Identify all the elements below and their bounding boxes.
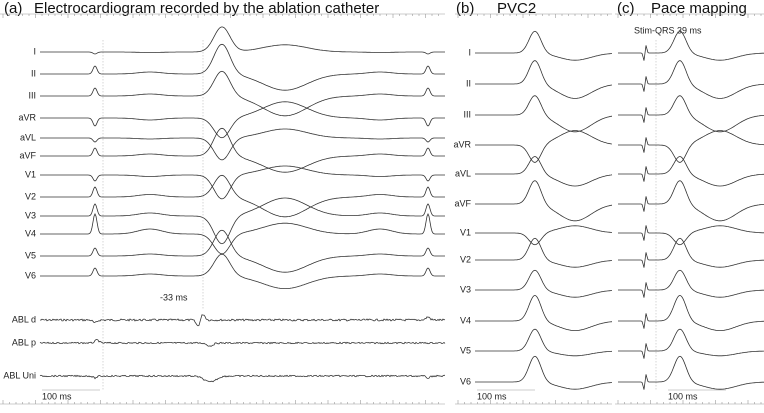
lead-label: ABL Uni: [3, 370, 36, 380]
trace: [618, 180, 764, 222]
panel-letter: (c): [617, 0, 635, 17]
trace: [40, 212, 445, 255]
lead-label: II: [31, 68, 36, 78]
lead-label: V2: [25, 191, 36, 201]
trace: [40, 70, 445, 117]
lead-label: III: [463, 109, 471, 119]
ruler: [615, 13, 764, 405]
lead-label: V4: [460, 315, 471, 325]
lead-label: V5: [25, 250, 36, 260]
trace: [40, 229, 445, 273]
trace: [618, 237, 764, 268]
trace: [475, 294, 613, 331]
trace: [618, 130, 764, 163]
panel-title: Pace mapping: [651, 0, 747, 17]
trace: [40, 26, 445, 55]
trace: [618, 30, 764, 61]
lead-label: V2: [460, 254, 471, 264]
panel-title: PVC2: [497, 0, 536, 17]
trace: [475, 60, 613, 99]
panel-letter: (a): [4, 0, 22, 17]
lead-label: aVR: [18, 112, 36, 122]
trace: [618, 95, 764, 133]
ruler: [455, 13, 612, 405]
trace: [40, 128, 445, 161]
panel-title: Electrocardiogram recorded by the ablati…: [34, 0, 379, 17]
lead-label: I: [33, 46, 36, 56]
ruler: [0, 13, 445, 405]
scale-label: 100 ms: [477, 391, 507, 401]
trace: [618, 355, 764, 390]
trace: [39, 314, 446, 327]
trace: [618, 269, 764, 298]
trace: [475, 237, 613, 268]
lead-label: V4: [25, 228, 36, 238]
trace: [40, 253, 445, 289]
trace: [618, 60, 764, 99]
annotation: Stim-QRS 39 ms: [634, 25, 702, 35]
lead-label: aVF: [19, 150, 36, 160]
lead-label: III: [28, 90, 36, 100]
trace: [475, 130, 613, 163]
lead-label: V1: [460, 227, 471, 237]
lead-label: V3: [25, 210, 36, 220]
lead-label: aVL: [20, 132, 36, 142]
trace: [475, 355, 613, 390]
trace: [40, 165, 445, 200]
trace: [475, 30, 613, 61]
scale-label: 100 ms: [668, 391, 698, 401]
lead-label: aVR: [453, 139, 471, 149]
trace: [39, 374, 445, 383]
trace: [475, 225, 613, 246]
trace: [40, 127, 445, 173]
lead-label: ABL p: [12, 337, 36, 347]
lead-label: V1: [25, 169, 36, 179]
trace: [475, 180, 613, 222]
scale-label: 100 ms: [42, 391, 72, 401]
panel-letter: (b): [456, 0, 474, 17]
trace: [475, 269, 613, 298]
trace: [618, 225, 764, 246]
trace: [475, 95, 613, 133]
lead-label: I: [468, 47, 471, 57]
trace: [475, 328, 613, 357]
lead-label: V3: [460, 284, 471, 294]
lead-label: II: [466, 78, 471, 88]
lead-label: aVF: [454, 198, 471, 208]
trace: [39, 339, 446, 347]
trace: [618, 156, 764, 187]
lead-label: V6: [460, 376, 471, 386]
trace: [40, 174, 445, 218]
annotation: -33 ms: [160, 292, 188, 302]
trace: [40, 43, 445, 91]
lead-label: V6: [25, 270, 36, 280]
trace: [618, 294, 764, 331]
lead-label: V5: [460, 345, 471, 355]
trace: [40, 197, 445, 245]
trace: [475, 156, 613, 187]
lead-label: aVL: [455, 168, 471, 178]
trace: [40, 101, 445, 139]
lead-label: ABL d: [12, 314, 36, 324]
trace: [618, 328, 764, 359]
